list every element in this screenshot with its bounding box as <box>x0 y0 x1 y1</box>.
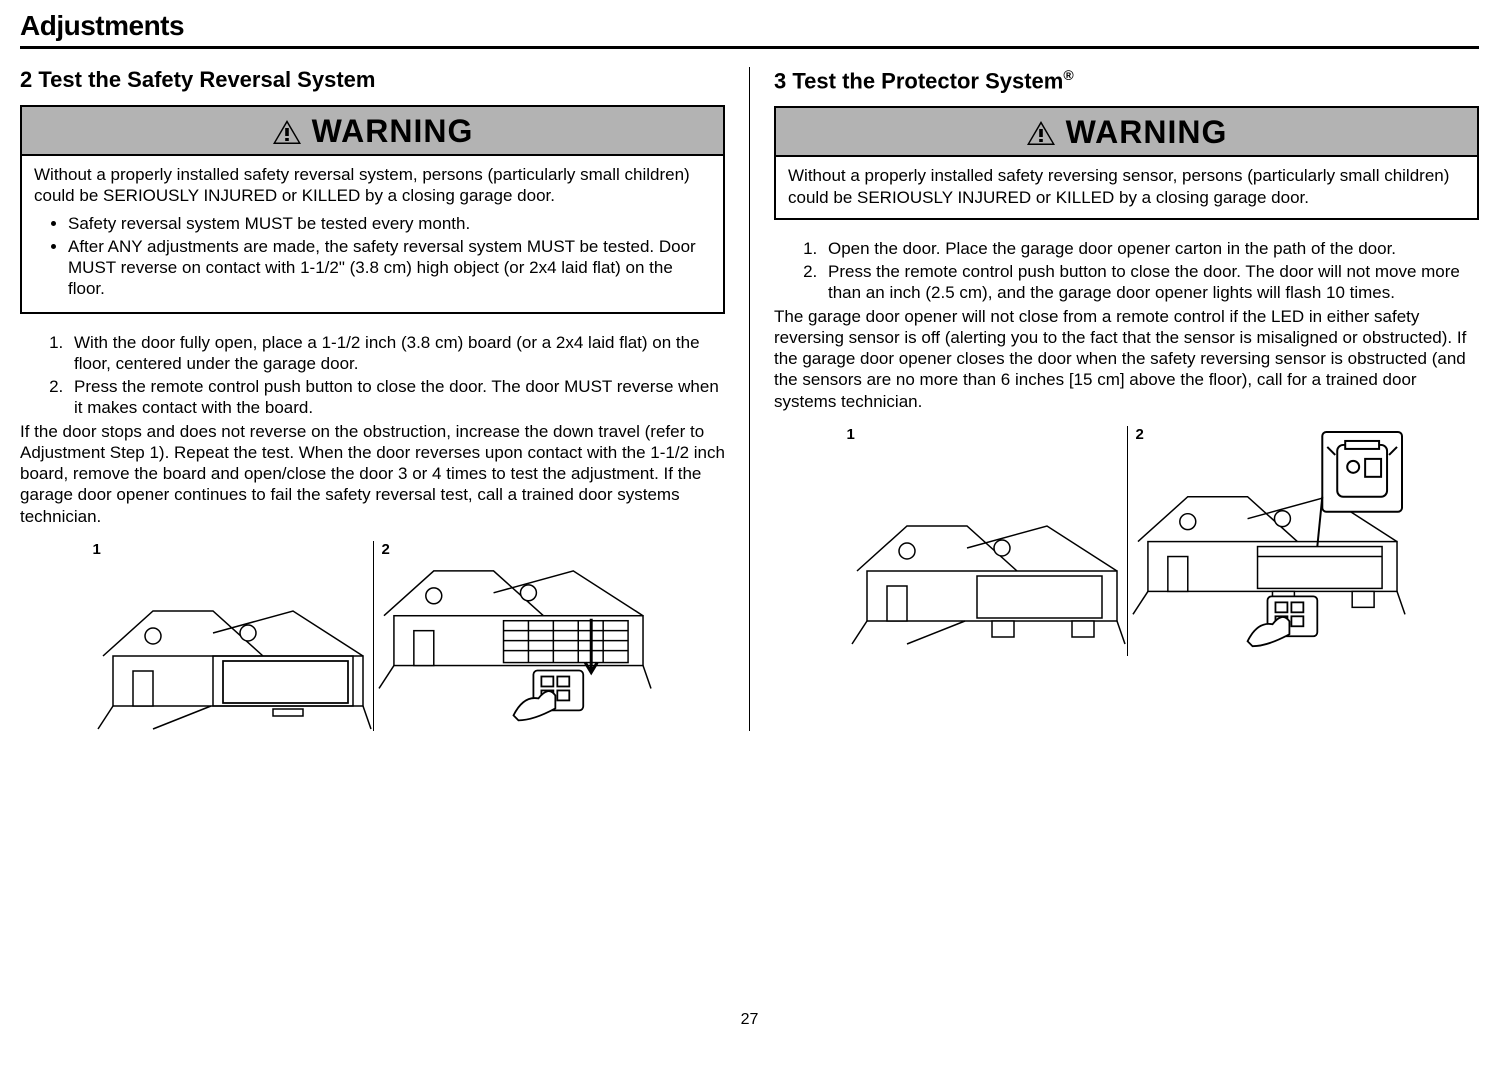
registered-mark: ® <box>1063 67 1073 83</box>
house-open-door-illustration <box>93 561 373 731</box>
warning-bullet: After ANY adjustments are made, the safe… <box>68 236 711 300</box>
figure-2-left: 2 <box>373 541 653 731</box>
house-remote-press-illustration <box>374 541 653 730</box>
warning-body: Without a properly installed safety reve… <box>22 156 723 312</box>
step-item: With the door fully open, place a 1-1/2 … <box>68 332 725 375</box>
house-carton-illustration <box>847 456 1127 656</box>
step-item: Press the remote control push button to … <box>822 261 1479 304</box>
warning-box-right: WARNING Without a properly installed saf… <box>774 106 1479 220</box>
figure-number: 1 <box>847 426 855 443</box>
warning-label: WARNING <box>312 113 474 150</box>
page-title: Adjustments <box>20 10 1479 49</box>
step-item: Press the remote control push button to … <box>68 376 725 419</box>
page-number: 27 <box>20 1011 1479 1029</box>
body-paragraph-left: If the door stops and does not reverse o… <box>20 421 725 527</box>
warning-bullet: Safety reversal system MUST be tested ev… <box>68 213 711 234</box>
step-item: Open the door. Place the garage door ope… <box>822 238 1479 259</box>
section-heading-text: 3 Test the Protector System <box>774 68 1063 93</box>
house-opener-flash-illustration <box>1128 427 1407 656</box>
step-list-right: Open the door. Place the garage door ope… <box>774 238 1479 304</box>
figure-row-left: 1 <box>20 541 725 731</box>
two-column-layout: 2 Test the Safety Reversal System WARNIN… <box>20 67 1479 731</box>
warning-header: WARNING <box>776 108 1477 157</box>
warning-box-left: WARNING Without a properly installed saf… <box>20 105 725 314</box>
warning-label: WARNING <box>1066 114 1228 151</box>
warning-triangle-icon <box>272 119 302 145</box>
warning-header: WARNING <box>22 107 723 156</box>
warning-triangle-icon <box>1026 120 1056 146</box>
step-list-left: With the door fully open, place a 1-1/2 … <box>20 332 725 419</box>
figure-2-right: 2 <box>1127 426 1407 656</box>
body-paragraph-right: The garage door opener will not close fr… <box>774 306 1479 412</box>
warning-intro: Without a properly installed safety reve… <box>34 164 711 207</box>
figure-number: 1 <box>93 541 101 558</box>
left-column: 2 Test the Safety Reversal System WARNIN… <box>20 67 750 731</box>
section-heading-left: 2 Test the Safety Reversal System <box>20 67 725 93</box>
warning-body: Without a properly installed safety reve… <box>776 157 1477 218</box>
figure-1-left: 1 <box>93 541 373 731</box>
warning-bullet-list: Safety reversal system MUST be tested ev… <box>34 213 711 300</box>
warning-intro: Without a properly installed safety reve… <box>788 165 1465 208</box>
right-column: 3 Test the Protector System® WARNING Wit… <box>774 67 1479 731</box>
section-heading-right: 3 Test the Protector System® <box>774 67 1479 94</box>
figure-row-right: 1 <box>774 426 1479 656</box>
figure-1-right: 1 <box>847 426 1127 656</box>
